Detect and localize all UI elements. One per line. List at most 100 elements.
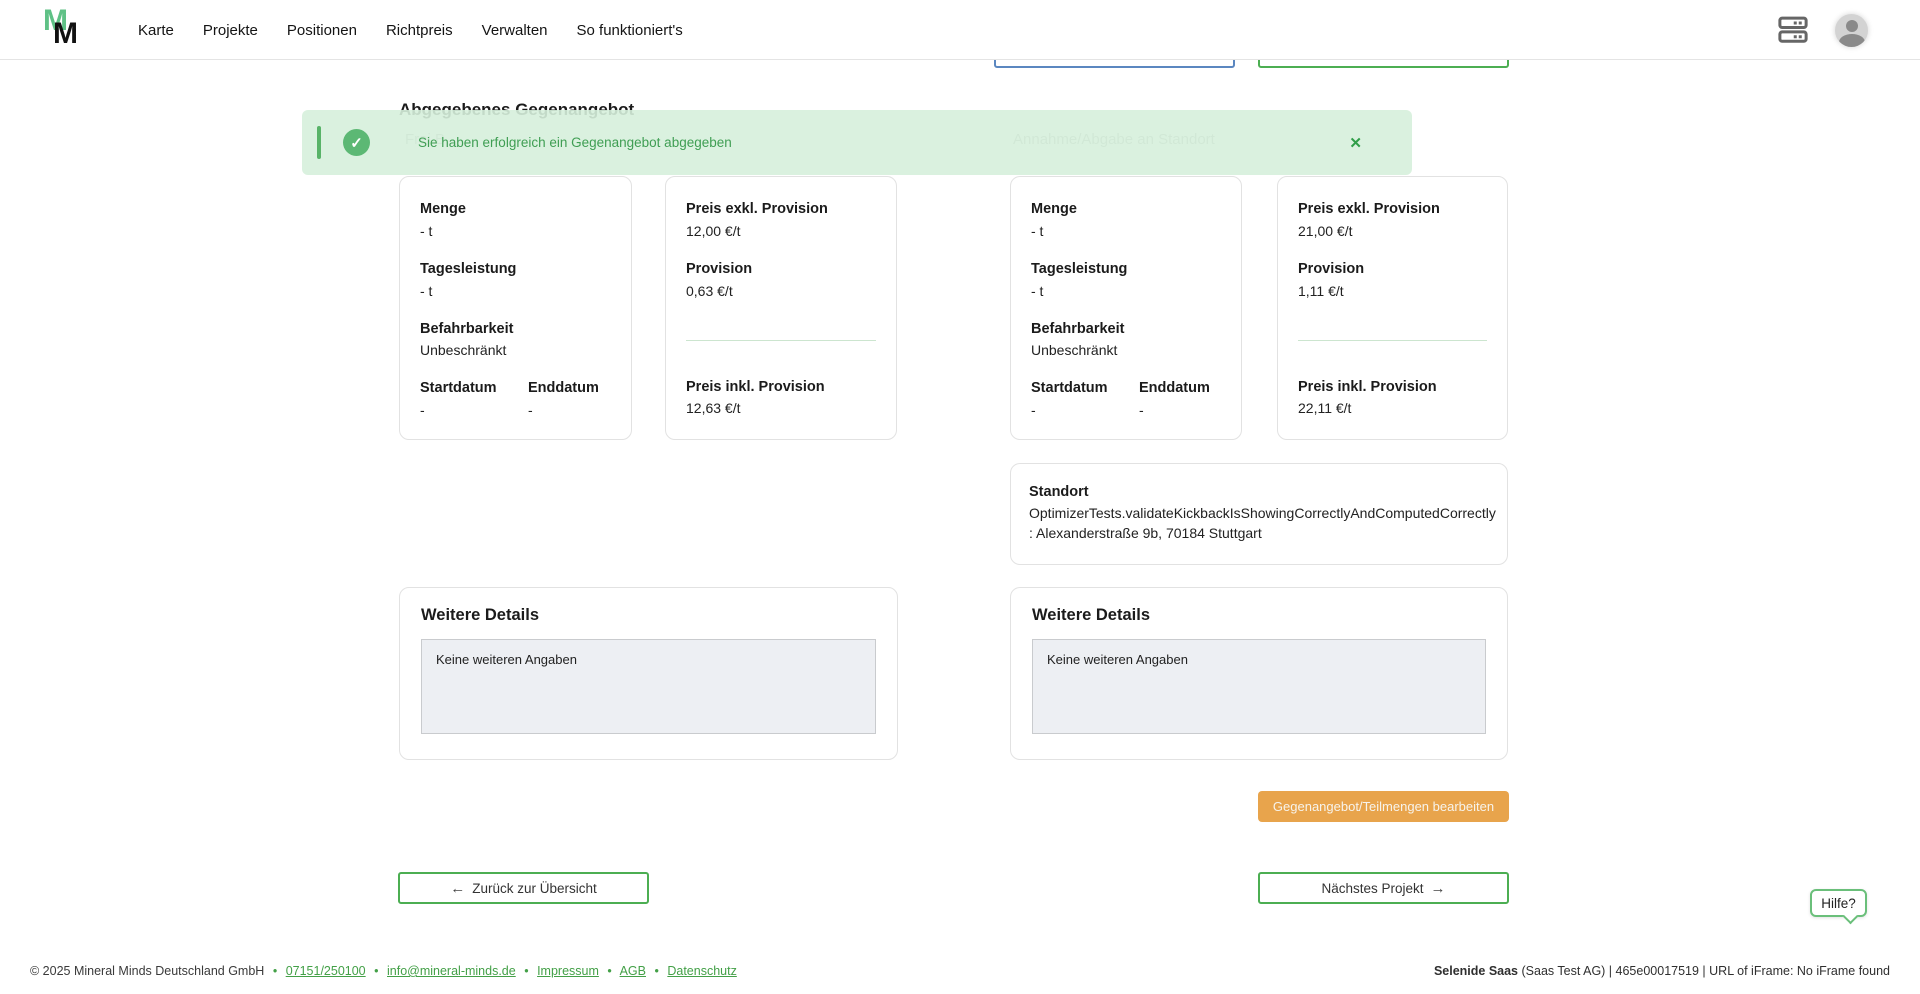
startdatum-label: Startdatum [420, 380, 497, 397]
header-icons [1778, 0, 1868, 60]
mineral-minds-logo[interactable]: M M [43, 6, 93, 56]
startdatum-value: - [420, 402, 425, 418]
offer1-startdatum: Startdatum - [420, 378, 498, 421]
footer-separator: • [607, 964, 612, 978]
nav-item-richtpreis[interactable]: Richtpreis [385, 21, 453, 39]
arrow-right-icon: → [1430, 879, 1446, 897]
price-divider [1298, 339, 1487, 341]
preis-exkl-label: Preis exkl. Provision [1298, 201, 1440, 217]
footer-link-email[interactable]: info@mineral-minds.de [387, 964, 516, 978]
befahrbarkeit-value: Unbeschränkt [420, 342, 507, 359]
provision-value: 0,63 €/t [686, 282, 733, 299]
offer2-startdatum: Startdatum - [1031, 378, 1109, 421]
offer1-dates: Startdatum - Enddatum - [420, 378, 611, 421]
footer-link-impressum[interactable]: Impressum [537, 964, 599, 978]
tagesleistung-label: Tagesleistung [420, 260, 517, 277]
menge-value: - t [1031, 222, 1044, 239]
preis-inkl-value: 22,11 €/t [1298, 400, 1352, 417]
offer1-menge: Menge - t [420, 199, 611, 242]
preis-exkl-value: 12,00 €/t [686, 222, 741, 239]
footer-link-phone[interactable]: 07151/250100 [285, 964, 366, 978]
toast-close-icon[interactable]: ✕ [1349, 134, 1362, 152]
help-button[interactable]: Hilfe? [1810, 889, 1867, 925]
footer-right: Selenide Saas (Saas Test AG) | 465e00017… [1434, 964, 1890, 978]
offer1-price-card: Preis exkl. Provision 12,00 €/t Provisio… [665, 176, 897, 440]
offer1-preis-exkl: Preis exkl. Provision 12,00 €/t [686, 199, 876, 242]
offer1-provision: Provision 0,63 €/t [686, 259, 876, 302]
footer-separator: • [272, 964, 278, 978]
user-avatar-icon[interactable] [1835, 13, 1868, 47]
offer2-details-card: Menge - t Tagesleistung - t Befahrbarkei… [1010, 176, 1242, 440]
footer-separator: • [654, 964, 659, 978]
standort-label: Standort [1029, 484, 1089, 500]
footer: © 2025 Mineral Minds Deutschland GmbH • … [0, 961, 1920, 994]
footer-separator: • [524, 964, 529, 978]
standort-card: Standort OptimizerTests.validateKickback… [1010, 463, 1508, 565]
avatar-shoulders [1838, 33, 1865, 47]
provision-label: Provision [1298, 260, 1365, 277]
menge-label: Menge [1031, 201, 1077, 217]
offer2-provision: Provision 1,11 €/t [1298, 259, 1487, 302]
back-button-label: Zurück zur Übersicht [472, 880, 597, 896]
weitere-details-textarea[interactable]: Keine weiteren Angaben [421, 639, 876, 734]
enddatum-label: Enddatum [528, 380, 599, 397]
startdatum-value: - [1031, 402, 1036, 418]
befahrbarkeit-label: Befahrbarkeit [1031, 320, 1125, 337]
copyright-text: © 2025 Mineral Minds Deutschland GmbH [30, 964, 265, 978]
offer2-price-card: Preis exkl. Provision 21,00 €/t Provisio… [1277, 176, 1508, 440]
enddatum-value: - [528, 402, 533, 418]
check-circle-icon: ✓ [343, 129, 370, 156]
offer2-preis-inkl: Preis inkl. Provision 22,11 €/t [1298, 377, 1487, 420]
tagesleistung-value: - t [1031, 282, 1044, 299]
offer2-weitere-details-card: Weitere Details Keine weiteren Angaben [1010, 587, 1508, 760]
logo-black-m: M [53, 17, 78, 50]
startdatum-label: Startdatum [1031, 380, 1108, 397]
next-button-label: Nächstes Projekt [1321, 880, 1424, 896]
offer2-befahrbarkeit: Befahrbarkeit Unbeschränkt [1031, 319, 1221, 362]
weitere-details-title: Weitere Details [1032, 606, 1150, 624]
offer1-enddatum: Enddatum - [528, 378, 606, 421]
preis-inkl-value: 12,63 €/t [686, 400, 741, 417]
footer-left: © 2025 Mineral Minds Deutschland GmbH • … [30, 964, 737, 978]
footer-link-datenschutz[interactable]: Datenschutz [667, 964, 737, 978]
top-navigation-bar: M M Karte Projekte Positionen Richtpreis… [0, 0, 1920, 60]
offer2-preis-exkl: Preis exkl. Provision 21,00 €/t [1298, 199, 1487, 242]
edit-counteroffer-button[interactable]: Gegenangebot/Teilmengen bearbeiten [1258, 791, 1509, 822]
server-icon[interactable] [1778, 16, 1808, 44]
avatar-head [1845, 19, 1858, 32]
toast-message: Sie haben erfolgreich ein Gegenangebot a… [418, 135, 732, 150]
footer-separator: • [374, 964, 379, 978]
nav-item-positionen[interactable]: Positionen [286, 21, 357, 39]
standort-value: OptimizerTests.validateKickbackIsShowing… [1029, 505, 1496, 542]
toast-accent-bar [317, 126, 321, 159]
befahrbarkeit-label: Befahrbarkeit [420, 320, 514, 337]
befahrbarkeit-value: Unbeschränkt [1031, 342, 1118, 359]
offer2-enddatum: Enddatum - [1139, 378, 1217, 421]
footer-link-agb[interactable]: AGB [619, 964, 646, 978]
nav-item-so-funktionierts[interactable]: So funktioniert's [576, 21, 683, 39]
back-to-overview-button[interactable]: ← Zurück zur Übersicht [398, 872, 649, 904]
nav-item-karte[interactable]: Karte [138, 21, 174, 39]
offer2-tagesleistung: Tagesleistung - t [1031, 259, 1221, 302]
enddatum-label: Enddatum [1139, 380, 1210, 397]
weitere-details-textarea[interactable]: Keine weiteren Angaben [1032, 639, 1486, 734]
next-project-button[interactable]: Nächstes Projekt → [1258, 872, 1509, 904]
tagesleistung-label: Tagesleistung [1031, 260, 1128, 277]
preis-exkl-label: Preis exkl. Provision [686, 201, 828, 217]
success-toast: ✓ Sie haben erfolgreich ein Gegenangebot… [302, 110, 1412, 175]
arrow-left-icon: ← [450, 879, 466, 897]
price-divider [686, 339, 876, 341]
app-name: Selenide Saas [1433, 964, 1519, 978]
offer1-preis-inkl: Preis inkl. Provision 12,63 €/t [686, 377, 876, 420]
weitere-details-title: Weitere Details [421, 606, 539, 624]
logo-green-m: M [43, 4, 68, 37]
nav-item-projekte[interactable]: Projekte [202, 21, 258, 39]
provision-value: 1,11 €/t [1298, 282, 1344, 299]
nav-item-verwalten[interactable]: Verwalten [481, 21, 548, 39]
main-nav: Karte Projekte Positionen Richtpreis Ver… [138, 0, 683, 60]
preis-inkl-label: Preis inkl. Provision [686, 378, 825, 395]
offer1-befahrbarkeit: Befahrbarkeit Unbeschränkt [420, 319, 611, 362]
offer1-weitere-details-card: Weitere Details Keine weiteren Angaben [399, 587, 898, 760]
preis-exkl-value: 21,00 €/t [1298, 222, 1353, 239]
offer2-menge: Menge - t [1031, 199, 1221, 242]
